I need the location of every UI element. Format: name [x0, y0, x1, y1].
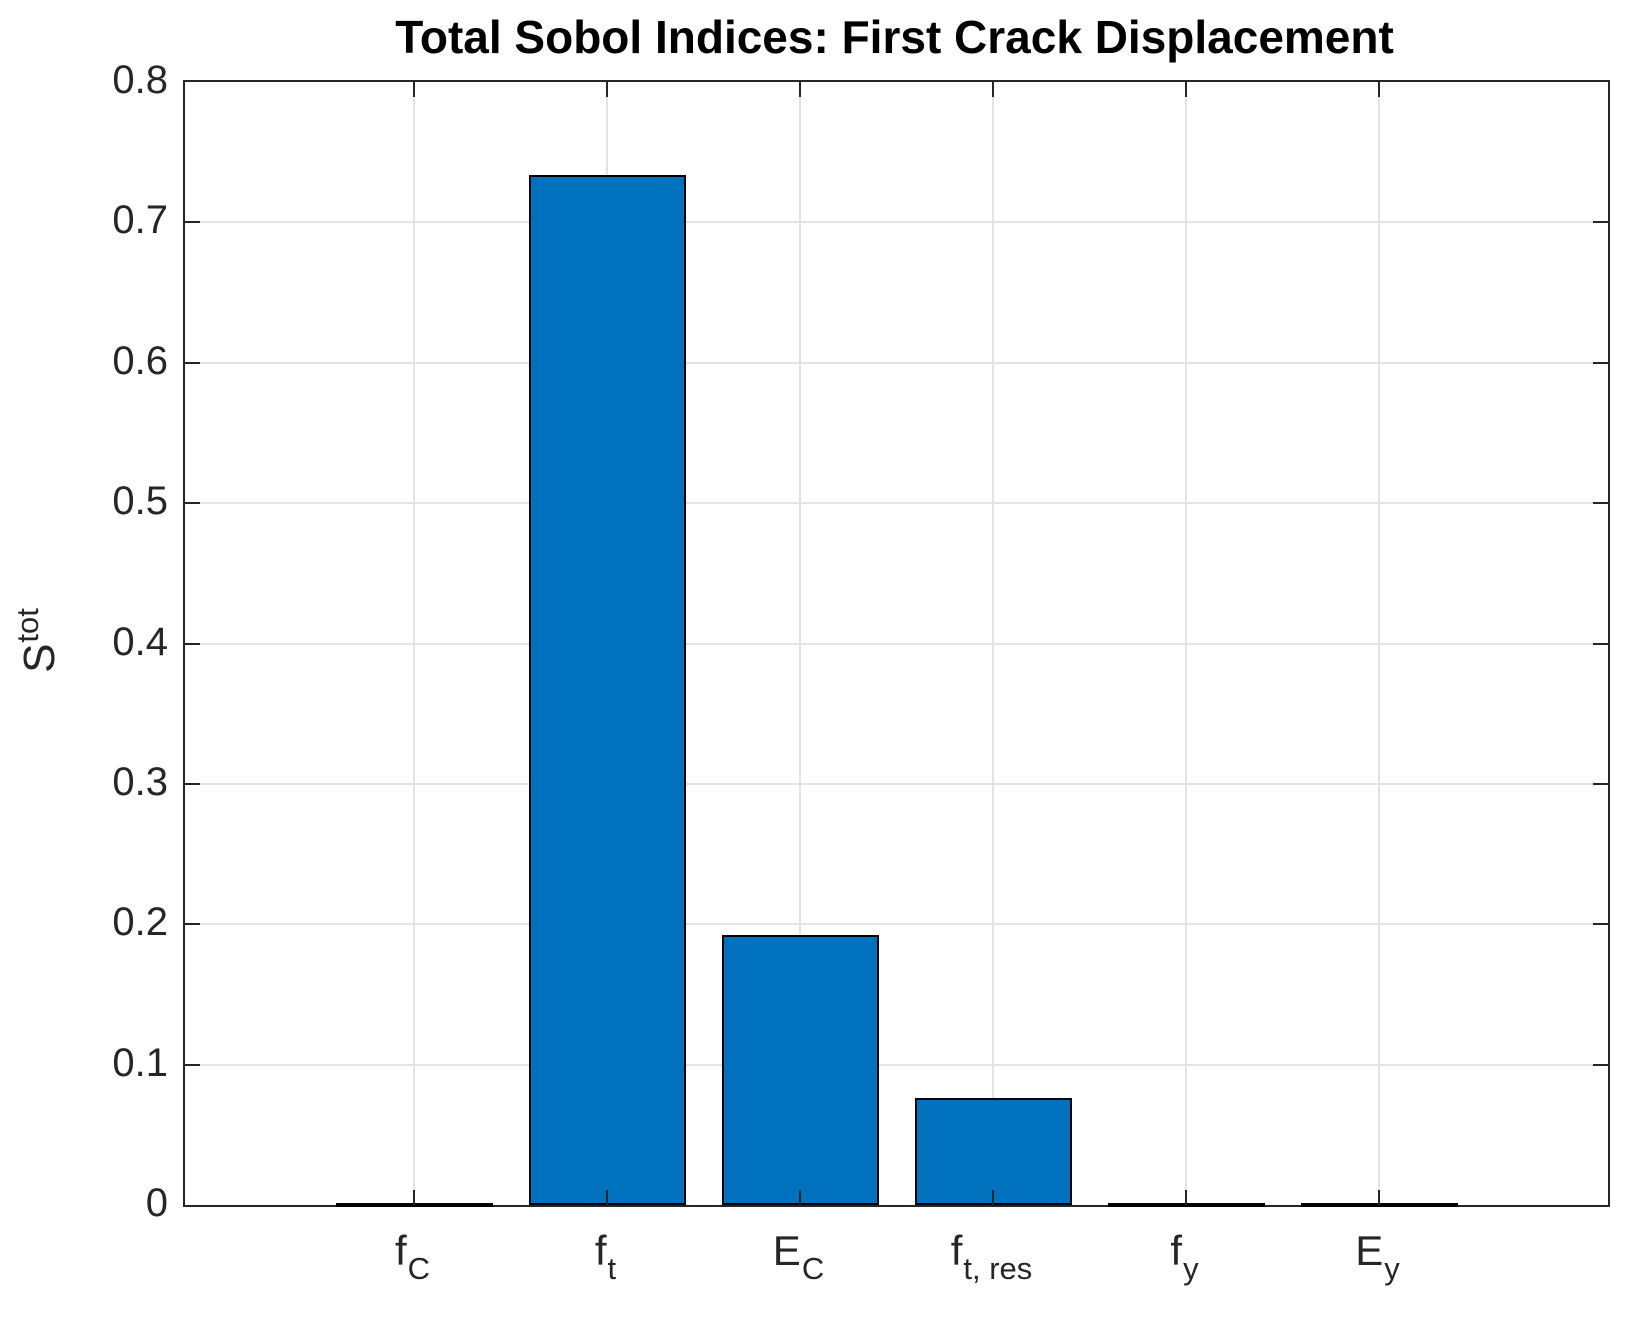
bar-f-y [1107, 1203, 1265, 1207]
x-tick-label-subscript: C [801, 1251, 825, 1286]
x-tick-label: EC [668, 1227, 928, 1287]
y-tick-left [185, 642, 200, 645]
gridline-horizontal [185, 1063, 1608, 1066]
bar-E-y [1300, 1203, 1458, 1207]
x-tick-label: ft, res [861, 1227, 1121, 1287]
x-tick-label: fC [282, 1227, 542, 1287]
x-tick-top [799, 82, 801, 97]
plot-area [183, 80, 1610, 1207]
x-tick-label-subscript: C [407, 1251, 431, 1286]
y-tick-label: 0.2 [112, 900, 168, 945]
bar-f-t [528, 175, 686, 1205]
x-tick-label-subscript: t [607, 1251, 617, 1286]
x-tick-bottom [413, 1190, 415, 1205]
y-tick-right [1593, 782, 1608, 785]
y-tick-left [185, 1063, 200, 1066]
x-tick-top [992, 82, 994, 97]
gridline-horizontal [185, 361, 1608, 364]
y-tick-label: 0.8 [112, 58, 168, 102]
x-tick-label-base: f [1170, 1227, 1183, 1274]
y-tick-right [1593, 221, 1608, 224]
x-tick-label-subscript: y [1183, 1251, 1199, 1286]
y-tick-label: 0.4 [112, 619, 168, 664]
x-tick-label-subscript: y [1384, 1251, 1400, 1286]
x-tick-label-base: f [950, 1227, 963, 1274]
y-tick-right [1593, 1063, 1608, 1066]
gridline-horizontal [185, 782, 1608, 785]
x-tick-bottom [992, 1190, 994, 1205]
x-tick-bottom [1185, 1190, 1187, 1205]
x-tick-label: ft [475, 1227, 735, 1287]
x-tick-label-base: f [394, 1227, 407, 1274]
x-tick-label-base: E [772, 1227, 801, 1274]
x-tick-label: fy [1054, 1227, 1314, 1287]
y-tick-left [185, 502, 200, 505]
x-tick-bottom [1378, 1190, 1380, 1205]
gridline-vertical [1185, 82, 1187, 1205]
x-tick-top [606, 82, 608, 97]
gridline-vertical [1378, 82, 1380, 1205]
x-tick-label-subscript: t, res [963, 1251, 1033, 1286]
gridline-horizontal [185, 923, 1608, 926]
chart-title: Total Sobol Indices: First Crack Displac… [395, 11, 1394, 63]
gridline-horizontal [185, 502, 1608, 505]
x-tick-label: Ey [1247, 1227, 1507, 1287]
y-tick-right [1593, 361, 1608, 364]
y-tick-label: 0.7 [112, 198, 168, 243]
y-tick-label: 0.1 [112, 1040, 168, 1085]
bar-E-C [721, 935, 879, 1205]
y-tick-label: 0 [145, 1181, 168, 1225]
gridline-vertical [799, 82, 801, 1205]
y-tick-right [1593, 502, 1608, 505]
y-tick-label: 0.6 [112, 338, 168, 383]
y-tick-label: 0.5 [112, 479, 168, 524]
y-tick-left [185, 361, 200, 364]
y-tick-right [1593, 642, 1608, 645]
x-tick-top [1378, 82, 1380, 97]
x-tick-label-base: f [594, 1227, 607, 1274]
gridline-horizontal [185, 642, 1608, 645]
bar-f-tres [914, 1098, 1072, 1205]
x-tick-bottom [606, 1190, 608, 1205]
x-tick-top [413, 82, 415, 97]
x-tick-top [1185, 82, 1187, 97]
x-tick-label-base: E [1355, 1227, 1384, 1274]
gridline-horizontal [185, 221, 1608, 224]
y-tick-right [1593, 923, 1608, 926]
y-tick-left [185, 782, 200, 785]
y-tick-label: 0.3 [112, 759, 168, 804]
x-tick-bottom [799, 1190, 801, 1205]
bar-f-C [335, 1203, 493, 1207]
y-tick-left [185, 221, 200, 224]
y-tick-left [185, 923, 200, 926]
gridline-vertical [413, 82, 415, 1205]
gridline-vertical [992, 82, 994, 1205]
